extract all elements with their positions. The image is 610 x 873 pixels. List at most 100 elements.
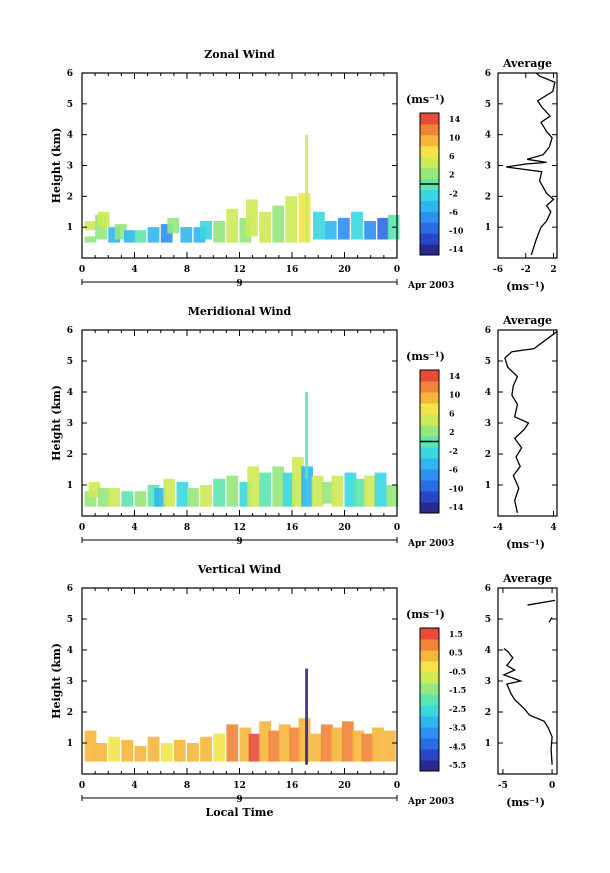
avg-x-tick-label: 4 [550, 523, 556, 533]
heatmap-cell [180, 227, 193, 243]
colorbar-tick-label: -3.5 [449, 723, 466, 733]
heatmap-cell [351, 211, 363, 240]
x-tick-label: 8 [184, 781, 190, 791]
heatmap-cell [134, 491, 147, 507]
colorbar-swatch [420, 189, 439, 201]
colorbar-tick-label: 14 [449, 371, 461, 381]
y-tick-label: 2 [67, 450, 73, 460]
colorbar-tick-label: -14 [449, 502, 464, 512]
heatmap-cell [331, 727, 344, 762]
avg-y-tick-label: 6 [485, 69, 491, 79]
avg-y-tick-label: 3 [485, 419, 491, 429]
avg-y-tick-label: 2 [485, 450, 491, 460]
heatmap-cell [173, 739, 186, 762]
heatmap-cell [324, 221, 337, 240]
colorbar-swatch [420, 716, 439, 728]
x-tick-label: 0 [394, 781, 400, 791]
heatmap-cell [313, 211, 325, 240]
heatmap-cell [121, 491, 134, 507]
avg-y-tick-label: 1 [485, 223, 491, 233]
colorbar-swatch [420, 458, 439, 470]
colorbar-tick-label: -6 [449, 465, 458, 475]
colorbar-swatch [420, 370, 439, 382]
avg-y-tick-label: 2 [485, 192, 491, 202]
heatmap-cell [305, 134, 309, 243]
colorbar-tick-label: -5.5 [449, 760, 466, 770]
avg-y-tick-label: 2 [485, 708, 491, 718]
colorbar-tick-label: 6 [449, 151, 455, 161]
heatmap-cell [226, 208, 239, 243]
heatmap-cell [272, 466, 285, 507]
average-frame [497, 72, 558, 259]
y-tick-label: 3 [67, 677, 73, 687]
heatmap-cell [259, 472, 271, 507]
heatmap-cell [285, 196, 298, 243]
colorbar-swatch [420, 683, 439, 695]
heatmap-cell [213, 478, 226, 507]
colorbar-tick-label: 14 [449, 114, 461, 124]
y-tick-label: 4 [67, 388, 73, 398]
colorbar-swatch [420, 244, 439, 256]
colorbar-unit-label: (ms⁻¹) [406, 93, 445, 106]
colorbar-swatch [420, 233, 439, 245]
y-tick-label: 4 [67, 646, 73, 656]
x-axis-label: Local Time [206, 806, 274, 819]
heatmap-cell [282, 472, 295, 507]
heatmap-cell [259, 211, 271, 243]
heatmap-cell [268, 730, 281, 762]
date-label: Apr 2003 [407, 539, 454, 549]
avg-unit-label: (ms⁻¹) [506, 796, 545, 809]
heatmap-cell [108, 488, 121, 507]
colorbar-swatch [420, 760, 439, 772]
average-title: Average [502, 57, 552, 70]
heatmap-cell [147, 485, 160, 507]
heatmap-cell [386, 485, 399, 507]
y-tick-label: 6 [67, 584, 73, 594]
colorbar-tick-label: -10 [449, 225, 464, 235]
avg-x-tick-label: -2 [521, 265, 531, 275]
avg-y-tick-label: 6 [485, 584, 491, 594]
y-tick-label: 2 [67, 708, 73, 718]
colorbar-unit-label: (ms⁻¹) [406, 608, 445, 621]
colorbar-swatch [420, 200, 439, 212]
colorbar-tick-label: 2 [449, 427, 455, 437]
colorbar-tick-label: -1.5 [449, 685, 466, 695]
colorbar-swatch [420, 123, 439, 136]
colorbar-swatch [420, 738, 439, 750]
heatmap-cell [301, 466, 313, 507]
avg-y-tick-label: 4 [485, 646, 491, 656]
colorbar-swatch [420, 694, 439, 706]
x-tick-label: 4 [131, 265, 137, 275]
heatmap-cell [361, 733, 374, 762]
heatmap-cell [278, 724, 291, 762]
average-profile-segment [527, 599, 556, 606]
colorbar-tick-label: -14 [449, 244, 464, 254]
avg-x-tick-label: 2 [550, 265, 556, 275]
colorbar-swatch [420, 672, 439, 684]
x-tick-label: 16 [286, 265, 299, 275]
avg-y-tick-label: 4 [485, 388, 491, 398]
heatmap-cell [364, 221, 376, 240]
panel-title: Vertical Wind [197, 563, 282, 576]
heatmap-cell [305, 392, 309, 479]
y-tick-label: 2 [67, 192, 73, 202]
colorbar-tick-label: -6 [449, 207, 458, 217]
colorbar-swatch [420, 211, 439, 223]
heatmap-cell [121, 739, 134, 762]
heatmap-cell [200, 221, 212, 240]
date-label: Apr 2003 [407, 797, 454, 807]
y-tick-label: 5 [67, 357, 73, 367]
colorbar-tick-label: -0.5 [449, 666, 466, 676]
colorbar-swatch [420, 156, 439, 169]
x-tick-label: 12 [233, 265, 246, 275]
average-profile-line [506, 72, 556, 256]
heatmap-cell [193, 227, 206, 243]
colorbar-swatch [420, 447, 439, 459]
avg-unit-label: (ms⁻¹) [506, 280, 545, 293]
colorbar-swatch [420, 650, 439, 662]
heatmap-cell [372, 727, 384, 762]
heatmap-cell [167, 217, 180, 234]
